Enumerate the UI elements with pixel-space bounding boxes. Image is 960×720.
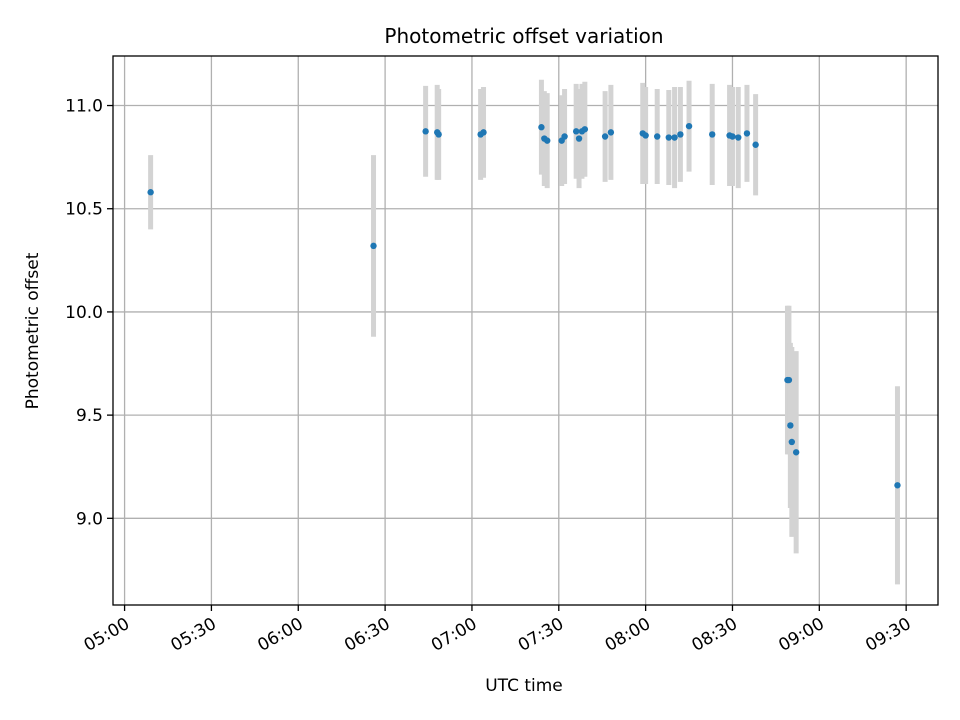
grid-lines <box>113 56 938 605</box>
x-tick-label: 08:00 <box>602 614 654 656</box>
data-point <box>370 242 377 250</box>
data-point <box>422 128 429 135</box>
x-tick-label: 05:30 <box>167 614 219 656</box>
data-point <box>787 422 794 429</box>
x-tick-label: 09:00 <box>775 614 827 656</box>
x-tick-label: 07:00 <box>428 614 480 656</box>
x-tick-label: 06:30 <box>341 614 393 656</box>
data-point <box>671 134 678 141</box>
error-bars <box>148 79 900 585</box>
data-point <box>435 131 442 138</box>
data-point <box>601 133 609 140</box>
data-point <box>544 137 551 144</box>
y-axis-ticks: 9.0 9.5 10.0 10.5 11.0 <box>65 97 113 529</box>
data-point <box>575 135 583 142</box>
y-tick-label: 9.0 <box>76 509 103 529</box>
x-tick-label: 06:00 <box>254 614 306 656</box>
y-tick-label: 11.0 <box>65 97 103 117</box>
y-axis-label: Photometric offset <box>23 252 43 409</box>
data-point <box>654 133 661 140</box>
data-point <box>561 133 568 140</box>
y-tick-label: 10.5 <box>65 200 103 220</box>
x-tick-label: 05:00 <box>81 614 133 656</box>
y-tick-label: 9.5 <box>76 406 103 426</box>
plot-frame <box>112 55 939 606</box>
x-axis-ticks: 05:00 05:30 06:00 06:30 07:00 07:30 08:00 08:30… <box>81 605 915 656</box>
data-point <box>792 449 800 456</box>
chart-title: Photometric offset variation <box>384 24 663 48</box>
y-tick-label: 10.0 <box>65 303 103 323</box>
data-points <box>147 122 901 489</box>
data-point <box>735 134 742 141</box>
data-point <box>538 124 545 131</box>
x-tick-label: 08:30 <box>689 614 741 656</box>
data-point <box>665 134 672 141</box>
data-point <box>607 129 615 136</box>
data-point <box>752 141 759 148</box>
data-point <box>788 438 796 446</box>
x-axis-label: UTC time <box>485 676 563 696</box>
data-point <box>581 126 589 133</box>
data-point <box>709 131 716 138</box>
data-point <box>685 122 693 130</box>
data-point <box>894 482 901 489</box>
x-tick-label: 09:30 <box>862 614 914 656</box>
data-point <box>743 130 751 137</box>
data-point <box>642 132 649 139</box>
data-point <box>785 376 793 384</box>
data-point <box>480 129 487 136</box>
x-tick-label: 07:30 <box>515 614 567 656</box>
data-point <box>729 133 736 140</box>
data-point <box>677 131 684 138</box>
data-point <box>572 128 580 135</box>
data-point <box>147 189 154 196</box>
